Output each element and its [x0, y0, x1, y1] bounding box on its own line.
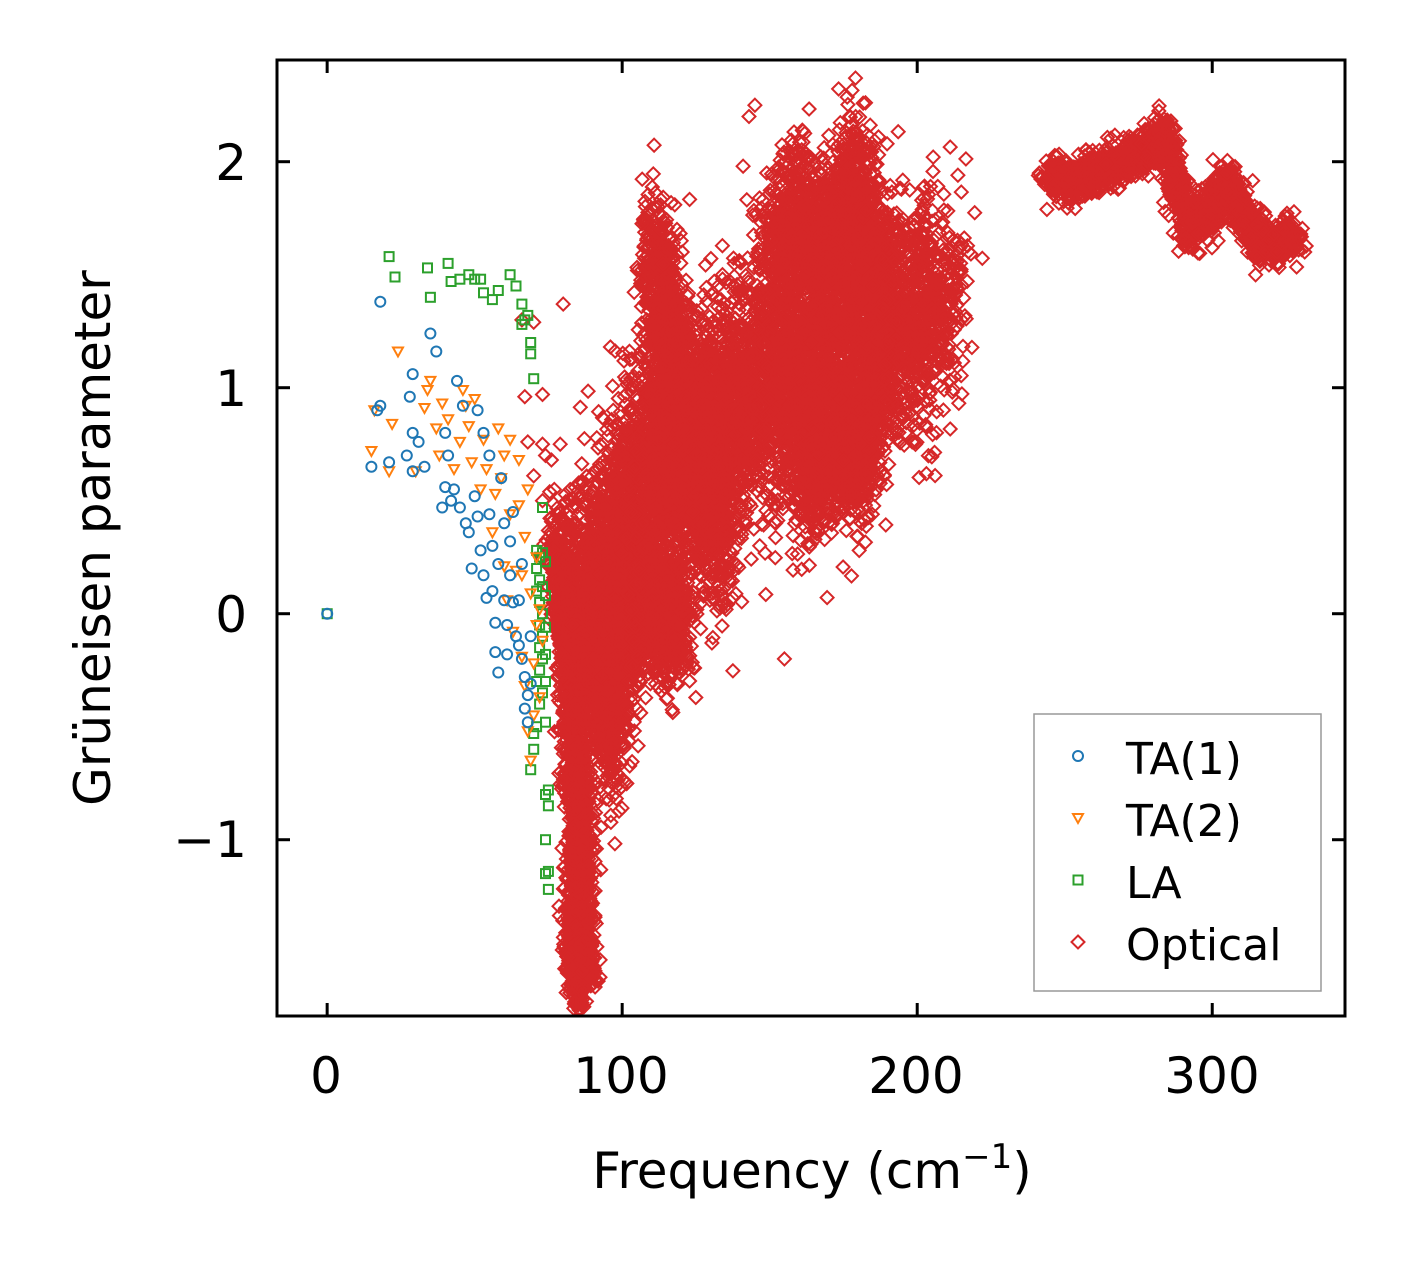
data-point-optical: [549, 686, 566, 703]
data-points: [321, 70, 1315, 1016]
